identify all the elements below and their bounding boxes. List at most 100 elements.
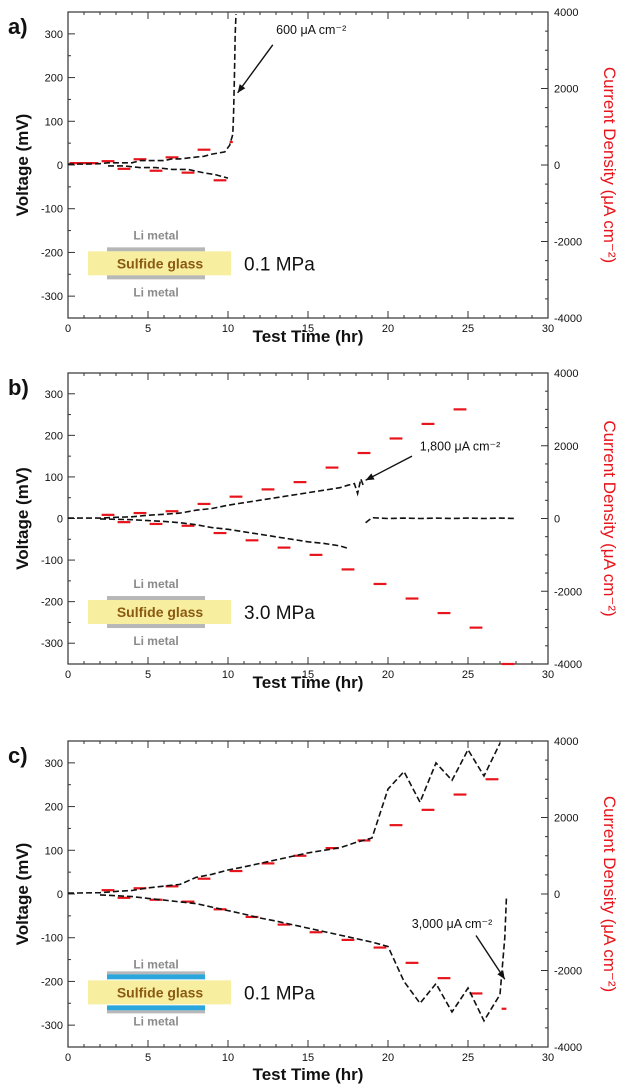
x-tick-label: 25: [462, 1052, 474, 1064]
li-metal-top: [107, 596, 205, 601]
annotation-arrow: [237, 44, 274, 94]
y2-tick-label: 2000: [554, 813, 578, 825]
schematic-glass-label: Sulfide glass: [117, 255, 204, 271]
voltage-trace-discharge: [99, 518, 349, 550]
x-tick-label: 0: [65, 323, 71, 335]
x-tick-label: 25: [462, 669, 474, 681]
y2-tick-label: -2000: [554, 966, 582, 978]
y2-axis-label: Current Density (μA cm⁻²): [600, 796, 619, 992]
x-axis-label: Test Time (hr): [253, 1065, 364, 1084]
y-tick-label: 0: [57, 889, 63, 901]
schematic-glass-label: Sulfide glass: [117, 984, 204, 1000]
y2-tick-label: 2000: [554, 84, 578, 96]
interlayer-top: [107, 974, 205, 980]
x-tick-label: 5: [145, 323, 151, 335]
panel-c: 0 5 10 15 20 25 30 300 200 100 0 -100 -200 -300 4000 20…: [8, 736, 619, 1084]
y2-tick-label: 4000: [554, 7, 578, 19]
y-axis-label: Voltage (mV): [13, 114, 32, 217]
y2-tick-label: -4000: [554, 1042, 582, 1054]
y2-tick-label: -4000: [554, 659, 582, 671]
y-tick-label: 200: [45, 430, 63, 442]
panel-label: c): [8, 743, 28, 768]
annotation-text: 600 μA cm⁻²: [276, 23, 346, 37]
y-tick-label: 100: [45, 116, 63, 128]
y-tick-label: -300: [41, 1020, 63, 1032]
y2-tick-label: 0: [554, 889, 560, 901]
voltage-trace-discharge: [108, 165, 229, 179]
voltage-trace-charge: [68, 476, 365, 519]
arrow-head: [237, 84, 246, 93]
annotation-text: 1,800 μA cm⁻²: [420, 440, 501, 454]
x-tick-label: 10: [222, 669, 234, 681]
voltage-trace-post-short: [365, 516, 517, 524]
li-metal-top: [107, 971, 205, 975]
schematic-top-label: Li metal: [133, 228, 178, 242]
x-tick-label: 0: [65, 1052, 71, 1064]
x-tick-label: 15: [302, 1052, 314, 1064]
li-metal-bottom: [107, 624, 205, 629]
li-metal-bottom: [107, 1010, 205, 1014]
y-tick-label: 100: [45, 845, 63, 857]
panel-b: 0 5 10 15 20 25 30 300 200 100 0 -100 -200 -300 4000 20…: [8, 368, 619, 692]
y-tick-label: -200: [41, 597, 63, 609]
y-axis-label: Voltage (mV): [13, 467, 32, 570]
y-tick-label: 300: [45, 758, 63, 770]
panel-a: 0 5 10 15 20 25 30 300 200 100 0 -100 -200 -300 4000 20…: [8, 7, 619, 346]
x-tick-label: 0: [65, 669, 71, 681]
y2-tick-label: -2000: [554, 237, 582, 249]
y-tick-label: -300: [41, 291, 63, 303]
y-tick-label: -200: [41, 976, 63, 988]
y-axis-label: Voltage (mV): [13, 843, 32, 946]
y-tick-label: 200: [45, 73, 63, 85]
arrow-head: [497, 970, 505, 980]
y-tick-label: -100: [41, 204, 63, 216]
y-tick-label: 0: [57, 514, 63, 526]
schematic-top-label: Li metal: [133, 577, 178, 591]
interlayer-bottom: [107, 1005, 205, 1011]
x-tick-label: 5: [145, 669, 151, 681]
x-tick-label: 10: [222, 1052, 234, 1064]
schematic-bottom-label: Li metal: [133, 634, 178, 648]
y2-tick-label: -4000: [554, 313, 582, 325]
y2-axis-label: Current Density (μA cm⁻²): [600, 67, 619, 263]
li-metal-bottom: [107, 275, 205, 280]
pressure-label: 3.0 MPa: [244, 603, 315, 624]
y-tick-label: 100: [45, 472, 63, 484]
schematic-top-label: Li metal: [133, 957, 178, 971]
sulfide-glass-layer: [88, 980, 231, 1005]
x-tick-label: 25: [462, 323, 474, 335]
x-tick-label: 20: [382, 323, 394, 335]
x-tick-label: 20: [382, 669, 394, 681]
y2-tick-label: 0: [554, 160, 560, 172]
annotation-text: 3,000 μA cm⁻²: [412, 917, 493, 931]
schematic-bottom-label: Li metal: [133, 285, 178, 299]
annotation-arrow: [475, 935, 506, 980]
y-tick-label: 300: [45, 29, 63, 41]
y2-tick-label: 4000: [554, 368, 578, 380]
y-tick-label: 200: [45, 802, 63, 814]
panel-label: b): [8, 375, 29, 400]
sulfide-glass-layer: [88, 600, 231, 625]
x-tick-label: 20: [382, 1052, 394, 1064]
y-tick-label: -200: [41, 247, 63, 259]
y2-tick-label: 0: [554, 514, 560, 526]
voltage-trace-charge: [68, 14, 237, 165]
y2-tick-label: 4000: [554, 736, 578, 748]
x-tick-label: 10: [222, 323, 234, 335]
x-tick-label: 30: [542, 669, 554, 681]
x-tick-label: 30: [542, 1052, 554, 1064]
panel-label: a): [8, 14, 28, 39]
x-tick-label: 30: [542, 323, 554, 335]
y2-tick-label: -2000: [554, 586, 582, 598]
annotation-arrow: [365, 455, 413, 481]
x-axis-label: Test Time (hr): [253, 673, 364, 692]
voltage-trace-charge: [67, 742, 501, 894]
pressure-label: 0.1 MPa: [244, 983, 315, 1004]
y-tick-label: -300: [41, 638, 63, 650]
y2-axis-label: Current Density (μA cm⁻²): [600, 420, 619, 616]
y2-tick-label: 2000: [554, 441, 578, 453]
x-axis-label: Test Time (hr): [253, 327, 364, 346]
y-tick-label: -100: [41, 933, 63, 945]
pressure-label: 0.1 MPa: [244, 254, 315, 275]
